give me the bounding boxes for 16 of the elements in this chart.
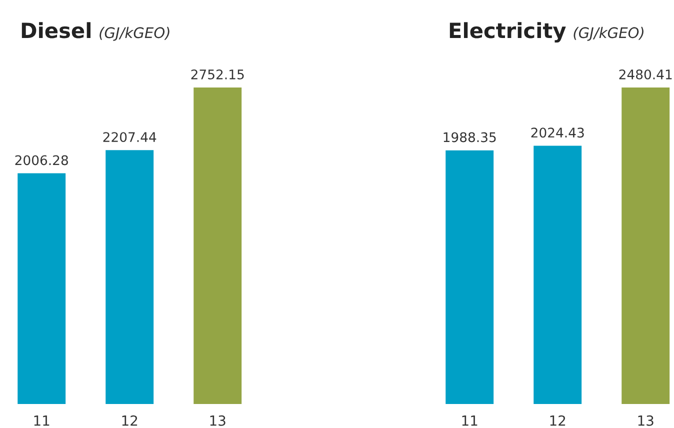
data-label: 1988.35 <box>444 132 496 142</box>
chart-title: Diesel <box>22 22 90 38</box>
chart-title: Electricity <box>450 22 566 42</box>
x-tick-label: 13 <box>210 415 226 426</box>
data-label: 2752.15 <box>191 69 244 80</box>
chart-subtitle: (GJ/kGEO) <box>574 26 644 41</box>
x-tick-label: 11 <box>34 416 50 426</box>
x-tick-label: 12 <box>550 415 566 426</box>
chart-subtitle: (GJ/kGEO) <box>100 26 170 41</box>
data-label: 2480.41 <box>619 69 672 80</box>
data-label: 2024.43 <box>531 128 584 138</box>
x-tick-label: 12 <box>122 415 138 426</box>
data-label: 2207.44 <box>103 132 156 142</box>
x-tick-label: 13 <box>638 415 654 426</box>
x-tick-label: 11 <box>462 416 478 426</box>
data-label: 2006.28 <box>15 155 68 166</box>
